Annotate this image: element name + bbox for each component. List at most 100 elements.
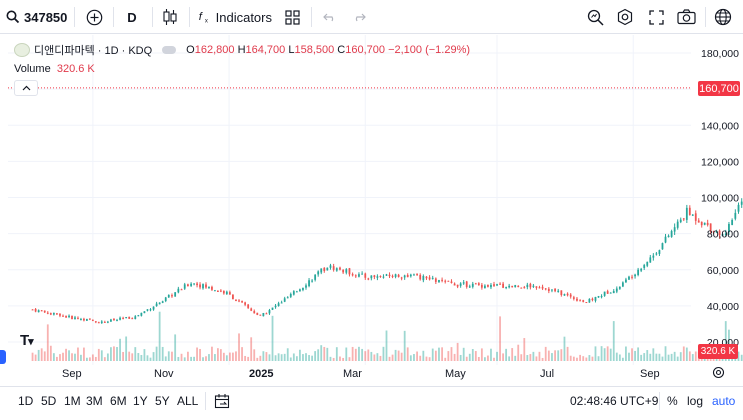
volume-bar xyxy=(652,348,655,361)
volume-bar xyxy=(241,347,243,361)
x-tick-label: May xyxy=(445,368,466,380)
redo-button[interactable] xyxy=(350,0,368,34)
candle-body xyxy=(712,231,715,233)
candle-body xyxy=(134,316,137,319)
publish-button[interactable] xyxy=(713,0,733,34)
candle-body xyxy=(174,292,177,297)
scroll-left-button[interactable] xyxy=(0,350,6,364)
clock-display[interactable]: 02:48:46 UTC+9 xyxy=(570,394,659,408)
candle-body xyxy=(688,207,691,215)
chart-type-button[interactable] xyxy=(160,0,180,34)
close-label: C xyxy=(337,44,346,56)
candle-body xyxy=(320,268,323,273)
volume-bar xyxy=(406,347,409,361)
range-5y[interactable]: 5Y xyxy=(155,394,170,408)
log-toggle[interactable]: log xyxy=(687,394,704,408)
candle-body xyxy=(544,288,547,290)
range-1y[interactable]: 1Y xyxy=(133,394,148,408)
candle-body xyxy=(222,290,225,294)
price-chart[interactable]: 180,000160,000140,000120,000100,00080,00… xyxy=(8,35,743,365)
axis-settings-button[interactable] xyxy=(712,366,725,384)
percent-toggle[interactable]: % xyxy=(667,394,678,408)
volume-bar xyxy=(670,353,673,361)
candle-body xyxy=(140,312,143,316)
candle-body xyxy=(370,275,373,279)
volume-bar xyxy=(113,346,115,361)
candle-body xyxy=(682,218,685,220)
auto-toggle[interactable]: auto xyxy=(712,394,736,408)
volume-bar xyxy=(628,352,630,361)
volume-bar xyxy=(83,347,85,361)
range-5d[interactable]: 5D xyxy=(41,394,57,408)
volume-bar xyxy=(444,357,447,361)
candle-body xyxy=(34,309,37,312)
range-1m[interactable]: 1M xyxy=(64,394,81,408)
candle-body xyxy=(187,284,189,287)
quick-search-button[interactable] xyxy=(585,0,605,34)
templates-button[interactable] xyxy=(283,0,301,34)
x-tick-label: Nov xyxy=(154,368,174,380)
candle-body xyxy=(523,287,526,289)
candle-body xyxy=(358,274,360,277)
range-3m[interactable]: 3M xyxy=(86,394,103,408)
symbol-search[interactable]: 347850 xyxy=(6,0,68,34)
candle-body xyxy=(391,275,394,277)
candle-body xyxy=(679,219,682,223)
collapse-legend-button[interactable] xyxy=(14,80,38,96)
volume-bar xyxy=(205,356,207,361)
volume-bar xyxy=(235,351,237,361)
volume-bar xyxy=(152,352,155,361)
symbol-logo xyxy=(14,43,30,57)
range-1d[interactable]: 1D xyxy=(18,394,34,408)
interval-button[interactable]: D xyxy=(127,9,137,25)
candle-body xyxy=(643,265,646,268)
candle-body xyxy=(603,291,606,296)
calendar-icon xyxy=(214,394,230,409)
candle-body xyxy=(241,301,243,303)
volume-bar xyxy=(554,350,556,361)
more-icon[interactable] xyxy=(162,46,177,54)
volume-bar xyxy=(569,355,572,361)
x-tick-label: Sep xyxy=(62,368,82,380)
candle-body xyxy=(65,315,67,318)
chart-area[interactable]: 180,000160,000140,000120,000100,00080,00… xyxy=(8,35,743,365)
range-all[interactable]: ALL xyxy=(177,394,199,408)
y-tick-label: 80,000 xyxy=(707,229,739,241)
y-tick-label: 140,000 xyxy=(701,120,739,132)
candle-body xyxy=(373,275,376,278)
compare-button[interactable] xyxy=(84,0,104,34)
candle-body xyxy=(208,286,210,289)
snapshot-button[interactable] xyxy=(675,0,697,34)
volume-bar xyxy=(268,354,271,361)
volume-bar xyxy=(208,354,210,361)
candle-body xyxy=(351,274,354,276)
volume-bar xyxy=(646,350,649,361)
volume-bar xyxy=(557,350,560,361)
candle-body xyxy=(49,313,52,315)
candle-body xyxy=(268,310,271,314)
candle-body xyxy=(262,312,265,317)
volume-bar xyxy=(560,349,563,361)
goto-date-button[interactable] xyxy=(214,387,230,415)
candle-body xyxy=(228,292,231,295)
candle-body xyxy=(462,282,465,284)
settings-button[interactable] xyxy=(615,0,635,34)
candle-body xyxy=(37,310,40,313)
undo-button[interactable] xyxy=(321,0,339,34)
volume-bar xyxy=(428,357,431,361)
candle-body xyxy=(566,293,569,296)
volume-bar xyxy=(382,346,385,361)
candle-body xyxy=(667,235,670,238)
volume-bar xyxy=(499,316,501,361)
fullscreen-button[interactable] xyxy=(646,0,666,34)
volume-bar xyxy=(477,356,480,361)
volume-bar xyxy=(271,315,274,361)
volume-bar xyxy=(621,357,624,361)
candle-body xyxy=(367,278,370,280)
candle-body xyxy=(128,316,131,319)
volume-bar xyxy=(247,356,250,361)
candle-body xyxy=(579,300,581,302)
range-6m[interactable]: 6M xyxy=(110,394,127,408)
candle-body xyxy=(563,294,566,296)
